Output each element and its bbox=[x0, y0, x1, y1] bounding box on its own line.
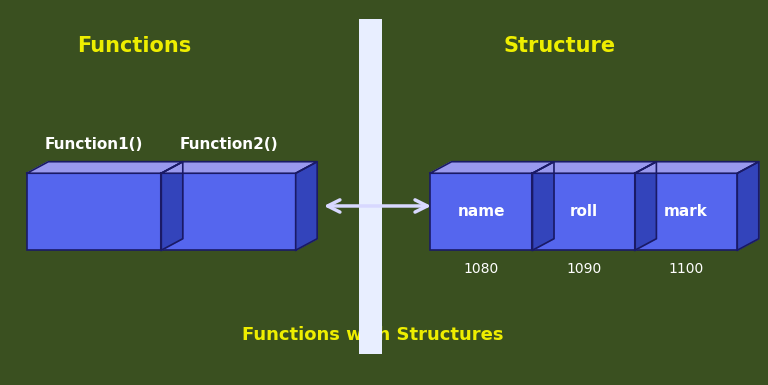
Polygon shape bbox=[635, 162, 657, 250]
Bar bbox=[635, 173, 737, 250]
Bar bbox=[359, 19, 382, 354]
Polygon shape bbox=[737, 162, 759, 250]
Text: Function1(): Function1() bbox=[45, 137, 144, 152]
Text: Function2(): Function2() bbox=[179, 137, 278, 152]
Text: 1090: 1090 bbox=[566, 262, 601, 276]
Bar bbox=[27, 173, 161, 250]
Polygon shape bbox=[296, 162, 317, 250]
Text: name: name bbox=[458, 204, 505, 219]
Polygon shape bbox=[532, 162, 657, 173]
Text: Structure: Structure bbox=[503, 36, 615, 56]
Bar bbox=[532, 173, 635, 250]
Polygon shape bbox=[635, 162, 759, 173]
Text: mark: mark bbox=[664, 204, 708, 219]
Text: Functions with Structures: Functions with Structures bbox=[242, 326, 503, 344]
Polygon shape bbox=[430, 162, 554, 173]
Polygon shape bbox=[161, 162, 183, 250]
Polygon shape bbox=[27, 162, 183, 173]
Text: roll: roll bbox=[570, 204, 598, 219]
Text: 1100: 1100 bbox=[668, 262, 703, 276]
Bar bbox=[430, 173, 532, 250]
Polygon shape bbox=[161, 162, 317, 173]
Bar bbox=[161, 173, 296, 250]
Text: Functions: Functions bbox=[78, 36, 191, 56]
Text: 1080: 1080 bbox=[464, 262, 499, 276]
Polygon shape bbox=[532, 162, 554, 250]
